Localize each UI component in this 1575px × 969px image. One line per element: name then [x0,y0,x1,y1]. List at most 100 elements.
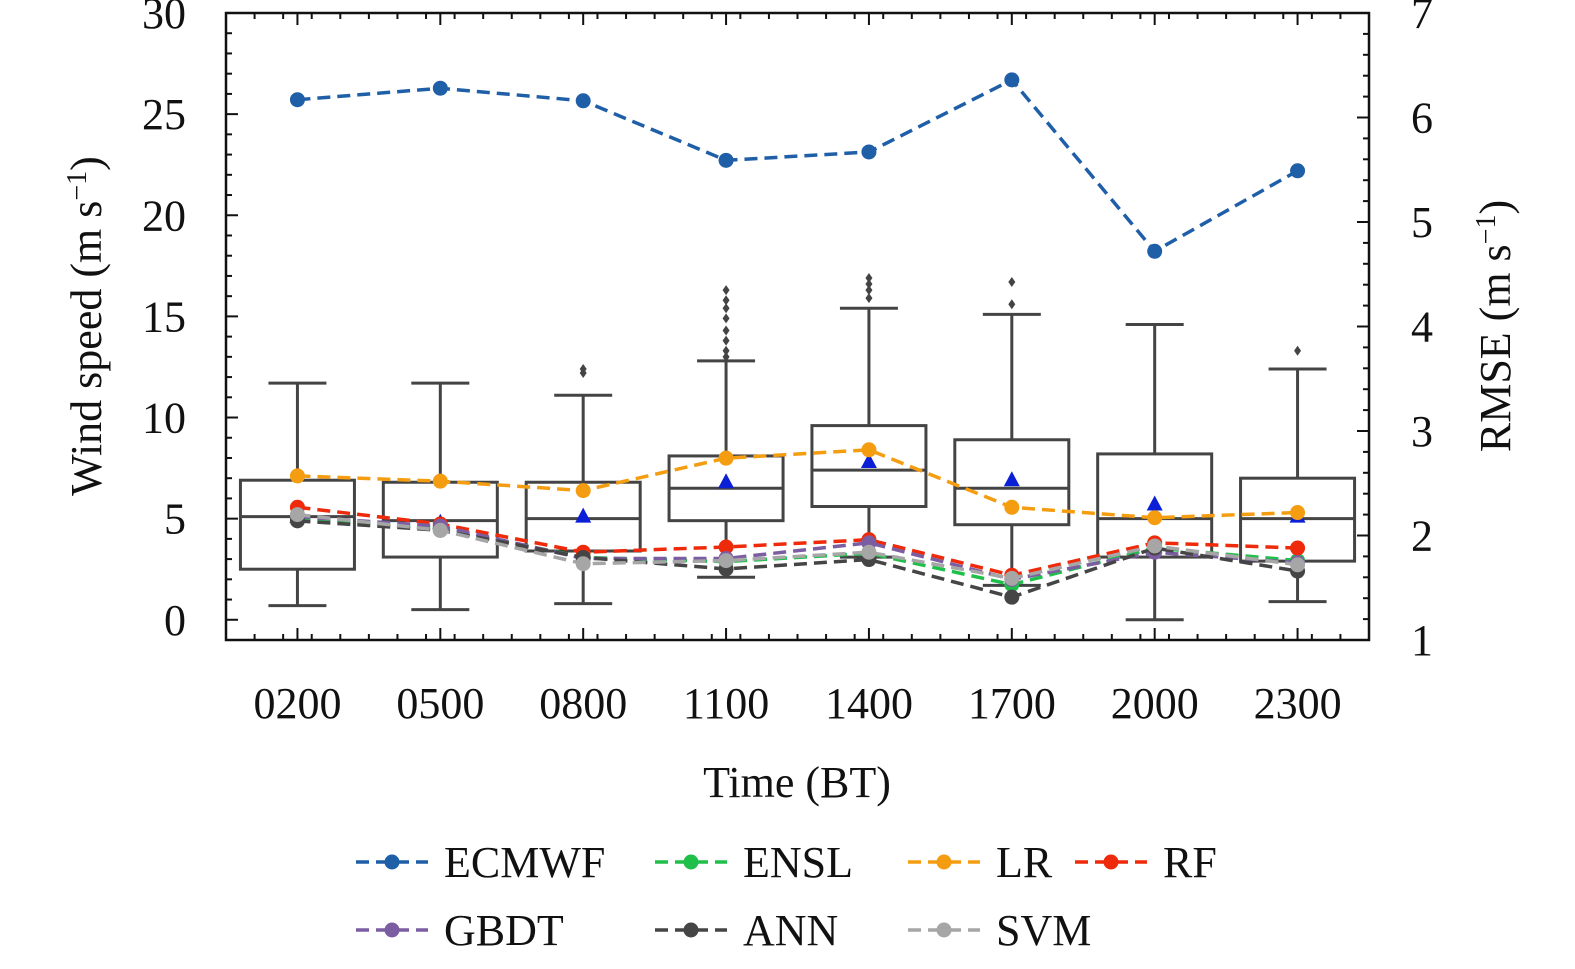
series-ecmwf [289,72,1306,259]
legend-item-ecmwf: ECMWF [356,838,605,887]
box-outlier [865,293,873,304]
legend-label: GBDT [444,906,564,955]
box-outlier [722,325,730,336]
x-tick-label: 0200 [253,679,341,728]
series-point-ecmwf [861,144,877,160]
box-iqr [810,424,928,509]
series-point-ecmwf [575,93,591,109]
legend-swatch-marker [936,854,952,870]
series-point-svm [1290,557,1306,573]
legend-label: ENSL [743,838,853,887]
rmse-series-layer [289,72,1306,605]
x-tick-label: 2300 [1254,679,1342,728]
legend-label: LR [996,838,1053,887]
series-point-ecmwf [289,92,305,108]
y-axis-left-title: Wind speed (m s−1) [62,156,111,496]
box-mean-marker [718,473,735,489]
box-outlier [865,272,873,283]
y-right-tick-label: 2 [1411,512,1433,561]
series-point-lr [289,468,305,484]
series-line-ecmwf [297,77,1299,254]
series-point-ann [1004,589,1020,605]
legend: ECMWF ENSL LR RF GBDT ANN SVM [356,838,1217,955]
series-point-lr [1004,499,1020,515]
series-point-ecmwf [1147,243,1163,259]
series-point-svm [718,553,734,569]
series-point-svm [1004,570,1020,586]
series-line-lr [297,448,1298,520]
series-point-lr [1147,510,1163,526]
legend-label: ECMWF [444,838,605,887]
box-outlier [1294,345,1302,356]
box-mean-marker [575,507,592,523]
series-point-ecmwf [432,80,448,96]
legend-label: ANN [743,906,838,955]
y-axis-right-title: RMSE (m s−1) [1471,200,1520,452]
x-tick-label: 0500 [396,679,484,728]
series-point-svm [1147,538,1163,554]
box-outlier [865,279,873,290]
series-point-rf [718,539,734,555]
box-outlier [722,303,730,314]
y-left-tick-label: 15 [142,292,186,341]
box-outlier [865,285,873,296]
y-left-tick-label: 20 [142,191,186,240]
series-point-rf [1290,540,1306,556]
series-point-ecmwf [1004,72,1020,88]
box-outlier [579,363,587,374]
legend-item-ann: ANN [655,906,838,955]
y-left-tick-label: 25 [142,90,186,139]
legend-swatch-marker [683,854,699,870]
series-point-lr [718,450,734,466]
legend-item-svm: SVM [908,906,1091,955]
series-point-svm [861,544,877,560]
series-point-svm [432,522,448,538]
legend-swatch-marker [936,922,952,938]
legend-swatch-marker [683,922,699,938]
series-point-lr [1290,505,1306,521]
legend-label: SVM [996,906,1091,955]
box-outlier [1008,299,1016,310]
legend-item-lr: LR [908,838,1053,887]
x-tick-label: 1100 [683,679,769,728]
series-point-lr [432,473,448,489]
x-tick-label: 1400 [825,679,913,728]
box-outlier [722,335,730,346]
x-axis-title: Time (BT) [703,758,891,807]
legend-item-rf: RF [1075,838,1217,887]
y-left-tick-label: 10 [142,394,186,443]
y-left-tick-label: 5 [164,495,186,544]
x-tick-label: 0800 [539,679,627,728]
y-right-tick-label: 6 [1411,94,1433,143]
y-right-tick-label: 5 [1411,198,1433,247]
legend-item-gbdt: GBDT [356,906,564,955]
x-tick-label: 1700 [968,679,1056,728]
box-outlier [722,351,730,362]
box-outlier [722,295,730,306]
box-iqr [953,438,1071,527]
y-right-tick-label: 7 [1411,0,1433,38]
y-right-tick-label: 4 [1411,303,1433,352]
legend-swatch-marker [384,922,400,938]
x-tick-label: 2000 [1111,679,1199,728]
box-outlier [722,313,730,324]
y-right-tick-label: 3 [1411,407,1433,456]
legend-swatch-marker [1103,854,1119,870]
series-line-rf [297,505,1298,578]
box-mean-marker [1003,471,1020,487]
legend-label: RF [1163,838,1217,887]
series-point-lr [861,442,877,458]
y-left-tick-label: 30 [142,0,186,38]
series-line-svm [297,512,1298,581]
series-point-ecmwf [1290,163,1306,179]
box-outlier [722,285,730,296]
boxplot-layer [238,272,1357,622]
box-mean-marker [1146,495,1163,511]
series-point-svm [289,507,305,523]
box-outlier [722,345,730,356]
legend-swatch-marker [384,854,400,870]
series-point-ecmwf [718,152,734,168]
series-point-lr [575,483,591,499]
